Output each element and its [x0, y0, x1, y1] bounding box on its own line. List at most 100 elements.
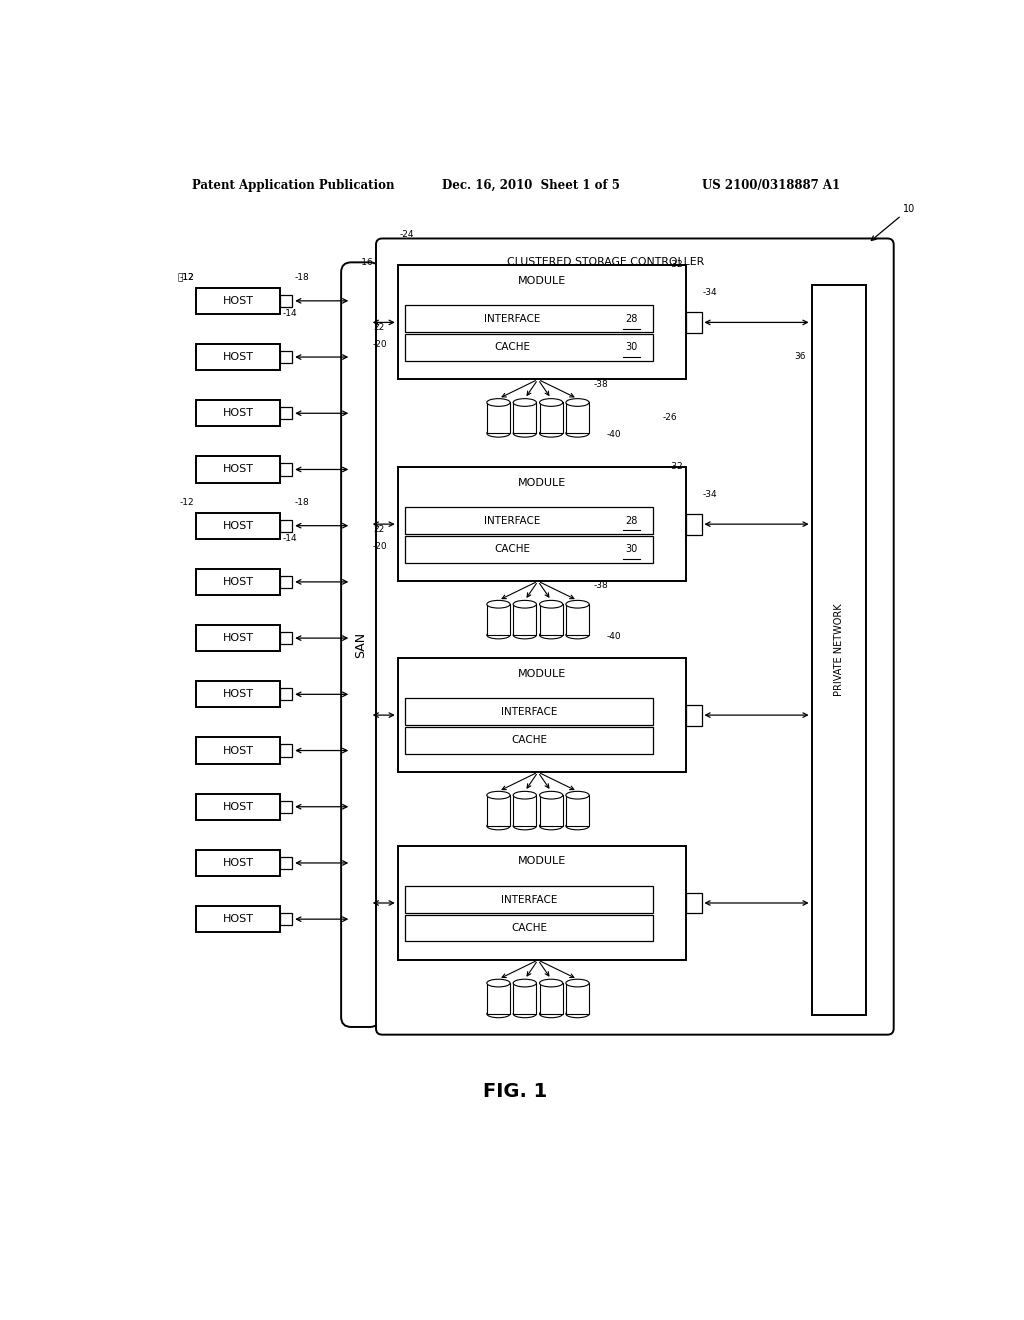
Bar — [280, 913, 292, 925]
Bar — [280, 632, 292, 644]
Ellipse shape — [566, 601, 589, 609]
Ellipse shape — [540, 792, 563, 799]
Ellipse shape — [513, 601, 537, 609]
Bar — [280, 520, 292, 532]
Text: -34: -34 — [702, 288, 717, 297]
Bar — [540, 403, 563, 433]
Text: MODULE: MODULE — [518, 276, 566, 286]
Text: -18: -18 — [295, 273, 309, 282]
Text: -18: -18 — [295, 498, 309, 507]
Text: -40: -40 — [606, 430, 621, 440]
Text: 28: 28 — [626, 314, 638, 323]
Ellipse shape — [486, 792, 510, 799]
Text: -12: -12 — [179, 498, 194, 507]
Bar — [566, 403, 589, 433]
Text: -16: -16 — [358, 257, 373, 267]
Text: MODULE: MODULE — [518, 857, 566, 866]
Bar — [406, 886, 653, 913]
Ellipse shape — [566, 631, 589, 639]
Ellipse shape — [486, 399, 510, 407]
Text: SAN: SAN — [354, 631, 367, 657]
Bar — [280, 407, 292, 420]
Bar — [540, 983, 563, 1014]
Ellipse shape — [540, 429, 563, 437]
Bar — [280, 576, 292, 589]
Bar — [406, 698, 653, 725]
Text: CACHE: CACHE — [495, 544, 530, 554]
Text: CACHE: CACHE — [511, 735, 548, 744]
Bar — [513, 795, 537, 826]
Text: Patent Application Publication: Patent Application Publication — [191, 178, 394, 191]
Ellipse shape — [540, 1010, 563, 1018]
Ellipse shape — [513, 979, 537, 987]
Bar — [406, 305, 653, 333]
Text: 36: 36 — [794, 352, 805, 360]
Text: 30: 30 — [626, 342, 638, 352]
Ellipse shape — [486, 631, 510, 639]
Bar — [540, 605, 563, 635]
Bar — [280, 294, 292, 308]
Bar — [686, 705, 701, 726]
Bar — [397, 846, 686, 960]
Text: 22: 22 — [373, 323, 384, 333]
Ellipse shape — [486, 429, 510, 437]
Bar — [197, 400, 280, 426]
Bar — [566, 605, 589, 635]
Text: INTERFACE: INTERFACE — [484, 516, 541, 525]
Text: INTERFACE: INTERFACE — [502, 706, 558, 717]
Text: -14: -14 — [283, 533, 297, 543]
Ellipse shape — [540, 822, 563, 830]
Text: -38: -38 — [594, 380, 608, 388]
Bar — [686, 892, 701, 913]
Text: HOST: HOST — [222, 577, 254, 587]
Bar — [280, 688, 292, 701]
Ellipse shape — [513, 822, 537, 830]
Bar — [397, 467, 686, 581]
Bar — [566, 983, 589, 1014]
Ellipse shape — [540, 601, 563, 609]
Bar — [486, 983, 510, 1014]
Text: HOST: HOST — [222, 296, 254, 306]
Bar — [513, 983, 537, 1014]
Ellipse shape — [486, 822, 510, 830]
Bar — [406, 536, 653, 562]
Text: HOST: HOST — [222, 689, 254, 700]
Bar — [197, 288, 280, 314]
Text: -26: -26 — [663, 413, 677, 421]
Text: -20: -20 — [373, 341, 387, 350]
Text: Dec. 16, 2010  Sheet 1 of 5: Dec. 16, 2010 Sheet 1 of 5 — [442, 178, 620, 191]
Bar — [397, 659, 686, 772]
FancyBboxPatch shape — [376, 239, 894, 1035]
Bar — [280, 800, 292, 813]
Text: HOST: HOST — [222, 746, 254, 755]
Bar — [197, 738, 280, 763]
Bar — [197, 906, 280, 932]
Ellipse shape — [513, 792, 537, 799]
Ellipse shape — [566, 399, 589, 407]
Text: US 2100/0318887 A1: US 2100/0318887 A1 — [701, 178, 840, 191]
Bar — [197, 345, 280, 370]
Bar — [486, 605, 510, 635]
Ellipse shape — [486, 979, 510, 987]
Text: HOST: HOST — [222, 408, 254, 418]
Bar — [197, 850, 280, 876]
Text: -12: -12 — [179, 273, 194, 282]
Text: HOST: HOST — [222, 634, 254, 643]
Text: -32: -32 — [669, 260, 684, 269]
Bar — [686, 312, 701, 333]
Bar — [197, 626, 280, 651]
Text: HOST: HOST — [222, 858, 254, 869]
Text: -38: -38 — [594, 581, 608, 590]
Bar — [486, 795, 510, 826]
Text: 28: 28 — [626, 516, 638, 525]
Text: HOST: HOST — [222, 801, 254, 812]
Bar — [513, 403, 537, 433]
Bar — [280, 463, 292, 475]
Ellipse shape — [540, 399, 563, 407]
Bar — [486, 403, 510, 433]
Text: -32: -32 — [669, 462, 684, 471]
Text: HOST: HOST — [222, 352, 254, 362]
Bar — [540, 795, 563, 826]
Bar — [406, 726, 653, 754]
Ellipse shape — [566, 979, 589, 987]
